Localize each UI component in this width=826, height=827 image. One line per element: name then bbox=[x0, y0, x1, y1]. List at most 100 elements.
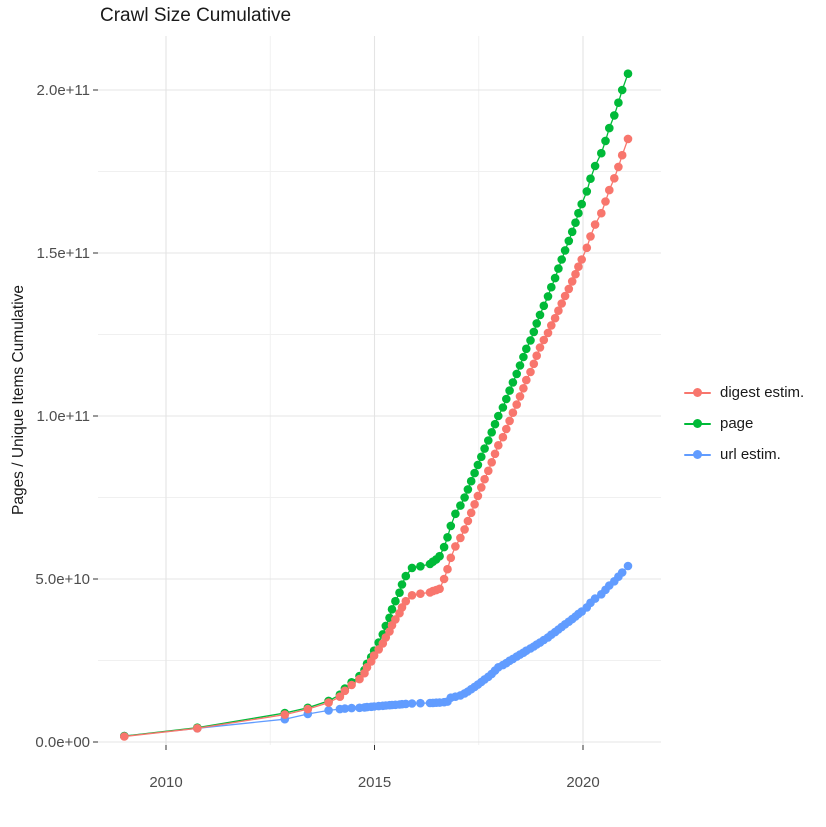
series-point-digest bbox=[529, 359, 539, 369]
series-point-digest bbox=[435, 584, 444, 594]
series-point-page bbox=[601, 136, 610, 146]
series-point-page bbox=[590, 161, 600, 171]
series-point-page bbox=[463, 485, 473, 494]
series-point-digest bbox=[416, 589, 425, 598]
series-point-page bbox=[529, 327, 539, 337]
series-point-digest bbox=[610, 174, 619, 183]
x-tick-label: 2015 bbox=[358, 774, 391, 791]
series-point-digest bbox=[484, 466, 493, 476]
x-tick-label: 2020 bbox=[566, 774, 599, 791]
y-tick-label: 2.0e+11 bbox=[36, 82, 90, 99]
series-point-page bbox=[526, 336, 535, 345]
legend-item-page: page bbox=[684, 408, 804, 439]
series-point-page bbox=[597, 148, 606, 158]
y-tick-label: 5.0e+10 bbox=[35, 571, 90, 588]
series-point-digest bbox=[480, 474, 489, 484]
series-point-digest bbox=[347, 680, 356, 690]
series-point-digest bbox=[473, 491, 483, 501]
series-point-page bbox=[470, 468, 479, 478]
series-point-page bbox=[532, 319, 541, 328]
legend: digest estim. page url estim. bbox=[684, 377, 804, 470]
series-point-page bbox=[557, 255, 566, 264]
series-point-page bbox=[387, 605, 397, 614]
series-point-digest bbox=[369, 651, 379, 660]
series-point-digest bbox=[623, 134, 633, 144]
series-point-page bbox=[586, 174, 595, 183]
series-point-digest bbox=[597, 208, 606, 218]
series-point-url bbox=[401, 699, 411, 709]
legend-item-url: url estim. bbox=[684, 439, 804, 470]
series-point-digest bbox=[526, 367, 535, 377]
series-point-url bbox=[416, 698, 425, 708]
series-point-digest bbox=[355, 674, 364, 684]
series-point-digest bbox=[543, 328, 553, 338]
series-point-digest bbox=[280, 710, 290, 719]
series-point-digest bbox=[451, 542, 460, 551]
legend-key-url-icon bbox=[684, 450, 711, 460]
series-point-page bbox=[519, 352, 528, 362]
series-point-page bbox=[494, 411, 503, 421]
series-point-page bbox=[547, 282, 556, 292]
series-point-url bbox=[324, 706, 333, 715]
series-point-page bbox=[439, 542, 449, 552]
series-point-page bbox=[567, 227, 577, 237]
series-point-digest bbox=[554, 306, 563, 316]
series-point-digest bbox=[522, 375, 531, 385]
series-point-page bbox=[543, 292, 553, 301]
series-point-page bbox=[617, 85, 627, 95]
legend-key-digest-icon bbox=[684, 388, 711, 398]
series-point-page bbox=[502, 394, 511, 404]
series-point-page bbox=[498, 403, 508, 412]
series-point-digest bbox=[519, 384, 528, 393]
series-point-page bbox=[605, 123, 614, 133]
series-point-digest bbox=[490, 449, 500, 459]
series-point-page bbox=[623, 69, 633, 78]
series-point-digest bbox=[617, 150, 627, 160]
series-point-digest bbox=[512, 400, 521, 409]
series-point-digest bbox=[560, 291, 570, 301]
series-point-digest bbox=[391, 615, 400, 624]
series-point-page bbox=[574, 208, 583, 218]
series-point-page bbox=[487, 428, 497, 437]
series-point-digest bbox=[586, 232, 595, 241]
series-point-digest bbox=[614, 162, 623, 172]
series-point-digest bbox=[303, 704, 313, 714]
series-point-digest bbox=[577, 255, 586, 264]
legend-key-page-icon bbox=[684, 419, 711, 429]
y-axis-title: Pages / Unique Items Cumulative bbox=[10, 284, 27, 516]
series-point-digest bbox=[456, 533, 465, 543]
series-point-page bbox=[401, 571, 411, 581]
series-point-digest bbox=[494, 441, 503, 450]
series-point-page bbox=[535, 310, 545, 320]
series-point-digest bbox=[515, 392, 525, 401]
series-point-page bbox=[391, 596, 400, 606]
series-point-digest bbox=[547, 321, 556, 330]
series-point-page bbox=[443, 533, 452, 542]
series-point-digest bbox=[466, 508, 476, 518]
series-point-page bbox=[515, 361, 525, 370]
series-point-page bbox=[571, 218, 580, 227]
series-point-page bbox=[505, 386, 514, 395]
series-point-page bbox=[460, 493, 469, 502]
series-point-digest bbox=[397, 603, 407, 612]
series-point-digest bbox=[487, 458, 497, 467]
series-point-page bbox=[508, 378, 518, 387]
series-point-page bbox=[446, 521, 456, 531]
series-point-digest bbox=[571, 269, 580, 279]
series-point-page bbox=[554, 264, 563, 273]
series-point-url bbox=[617, 568, 627, 577]
series-point-digest bbox=[477, 483, 486, 492]
series-point-digest bbox=[120, 732, 129, 741]
series-point-digest bbox=[535, 343, 545, 352]
series-point-page bbox=[416, 562, 425, 571]
series-point-digest bbox=[439, 574, 449, 584]
series-point-page bbox=[550, 273, 560, 283]
series-point-digest bbox=[446, 553, 456, 563]
series-point-url bbox=[590, 594, 600, 603]
series-point-digest bbox=[539, 335, 549, 345]
series-point-page bbox=[522, 344, 531, 354]
series-point-page bbox=[473, 460, 483, 470]
series-point-digest bbox=[574, 262, 583, 272]
